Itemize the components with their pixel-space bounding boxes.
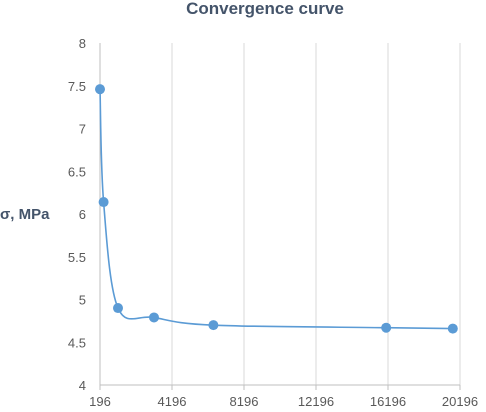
data-point (381, 322, 392, 333)
y-axis-label: σ, MPa (0, 206, 50, 223)
x-tick-label: 4196 (158, 394, 187, 409)
data-point (149, 312, 159, 323)
data-point (208, 320, 219, 331)
y-tick-label: 5.5 (68, 250, 86, 265)
x-tick-label: 12196 (298, 394, 334, 409)
x-tick-label: 196 (89, 394, 111, 409)
x-tick-label: 20196 (442, 394, 478, 409)
data-point (113, 303, 123, 314)
data-series (95, 84, 458, 334)
axes (99, 43, 461, 390)
y-tick-label: 5 (79, 293, 86, 308)
y-tick-label: 4 (79, 378, 86, 393)
y-tick-label: 7.5 (68, 79, 86, 94)
data-point (98, 197, 109, 208)
y-tick-label: 6 (79, 207, 86, 222)
y-tick-label: 4.5 (68, 335, 86, 350)
y-tick-label: 7 (79, 122, 86, 137)
tick-labels: 196 4196 8196 12196 16196 20196 4 4.5 5 5.5 6 6.5 7 7… (68, 36, 478, 409)
y-tick-label: 6.5 (68, 164, 86, 179)
grid-lines (171, 43, 461, 385)
x-tick-label: 8196 (230, 394, 259, 409)
series-line (99, 89, 453, 330)
chart-title: Convergence curve (186, 0, 344, 18)
x-tick-label: 16196 (370, 394, 406, 409)
y-tick-label: 8 (79, 36, 86, 51)
data-point (447, 323, 458, 334)
data-point (95, 84, 105, 95)
